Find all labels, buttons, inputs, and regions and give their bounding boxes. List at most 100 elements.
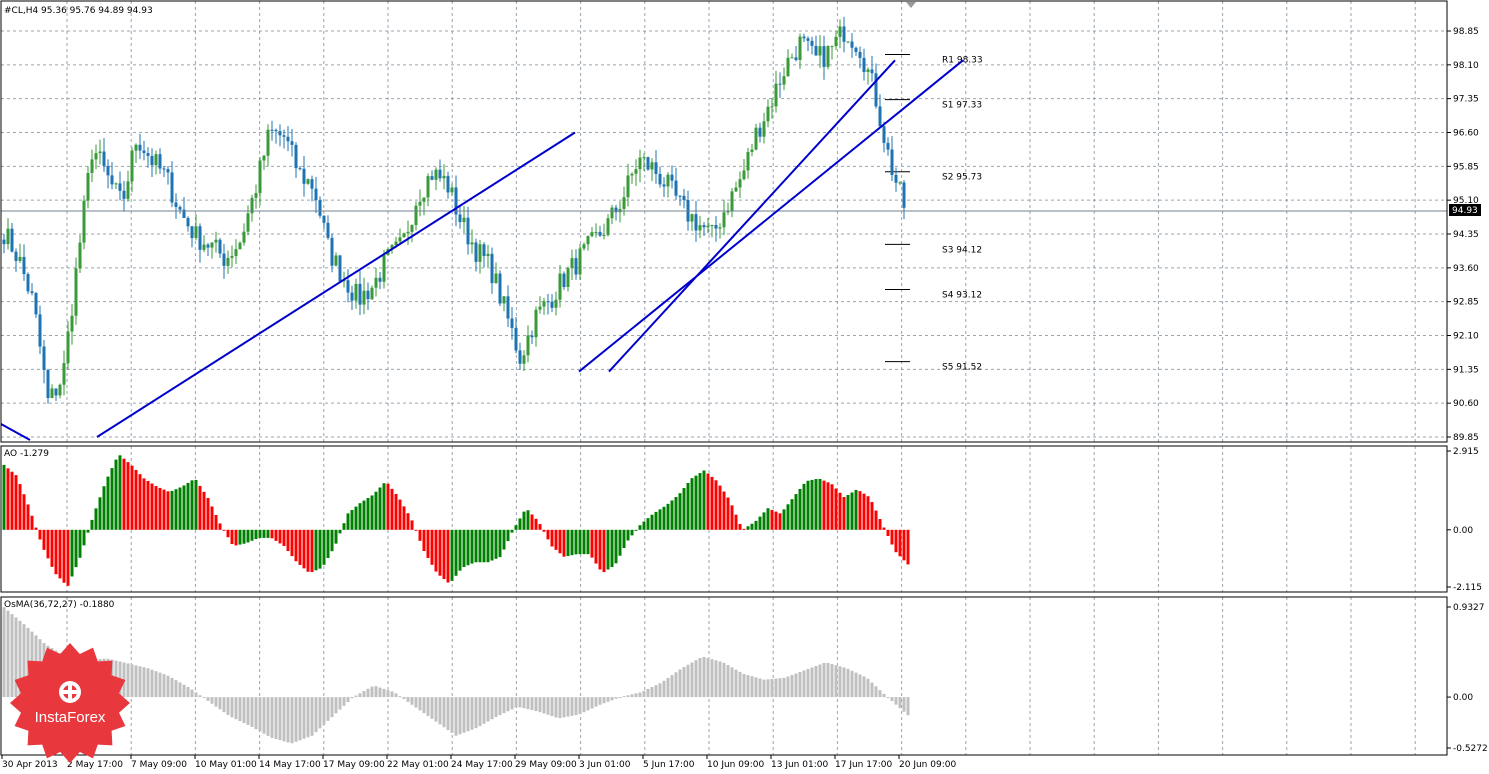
candle-body (290, 141, 294, 145)
ao-bar (386, 483, 390, 530)
candle-body (642, 157, 646, 159)
scroll-marker-icon[interactable] (906, 2, 916, 8)
osma-bar (378, 687, 382, 698)
candle-body (530, 335, 534, 338)
osma-bar (814, 666, 818, 698)
y-tick-label: 97.35 (1453, 95, 1479, 105)
candle-body (142, 150, 146, 154)
time-axis: 30 Apr 2013 2 May 17:00 7 May 09:00 10 May … (1, 755, 956, 770)
osma-bar (14, 617, 18, 698)
x-tick-label: 14 May 17:00 (259, 760, 321, 770)
candle-body (390, 245, 394, 249)
ao-bar (850, 492, 854, 530)
osma-bar (262, 697, 266, 734)
candle-body (398, 237, 402, 242)
candle-body (418, 201, 422, 206)
ao-bar (666, 503, 670, 530)
osma-bar (890, 697, 894, 702)
ao-bar (166, 491, 170, 530)
ao-bar (34, 527, 38, 530)
candle-body (126, 181, 130, 199)
ao-bar (434, 529, 438, 572)
candle-body (470, 242, 474, 245)
candle-body (130, 150, 134, 182)
candle-body (702, 225, 706, 228)
osma-bar (310, 697, 314, 736)
candle-body (246, 213, 250, 232)
osma-frame (0, 596, 1448, 756)
candle-body (466, 217, 470, 245)
ao-bar (50, 529, 54, 567)
osma-bar (422, 697, 426, 714)
ao-bar (30, 515, 34, 530)
candle-body (186, 217, 190, 227)
y-tick-label: 0.00 (1453, 526, 1473, 536)
ao-bar (442, 529, 446, 580)
osma-bar (654, 685, 658, 698)
x-tick-label: 24 May 17:00 (451, 760, 513, 770)
candle-body (86, 172, 90, 201)
price-axis: 98.85 98.10 97.35 96.60 95.85 95.10 94.35 93.60… (1447, 27, 1479, 443)
x-tick-label: 3 Jun 01:00 (579, 760, 631, 770)
ao-bar (830, 484, 834, 530)
candle-body (306, 179, 310, 184)
candle-body (334, 255, 338, 266)
osma-bar (546, 697, 550, 715)
candle-body (346, 280, 350, 293)
osma-bar (714, 660, 718, 698)
ao-bar (698, 473, 702, 530)
candle-body (854, 47, 858, 52)
candle-body (646, 157, 650, 170)
candle-body (490, 253, 494, 284)
osma-bar (650, 687, 654, 698)
osma-bar (170, 677, 174, 698)
ao-bar (786, 504, 790, 530)
candle-body (366, 290, 370, 300)
osma-bar (146, 668, 150, 698)
candle-body (502, 296, 506, 304)
y-tick-label: 94.35 (1453, 230, 1479, 240)
candle-body (738, 179, 742, 188)
candle-body (138, 144, 142, 151)
ao-bar (602, 529, 606, 573)
x-tick-label: 13 Jun 01:00 (771, 760, 828, 770)
candle-body (742, 170, 746, 180)
candle-body (714, 225, 718, 229)
osma-bar (290, 697, 294, 744)
osma-bar (746, 675, 750, 698)
x-tick-label: 7 May 09:00 (131, 760, 187, 770)
candle-body (146, 153, 150, 156)
x-tick-label: 22 May 01:00 (387, 760, 449, 770)
candle-body (802, 36, 806, 39)
ao-bar (10, 471, 14, 530)
osma-bar (346, 697, 350, 703)
pivot-level-label: S4 93.12 (942, 290, 982, 300)
candle-body (110, 175, 114, 185)
ao-bar (110, 468, 114, 530)
osma-bar (302, 697, 306, 739)
ao-bar (690, 478, 694, 530)
osma-bar (18, 620, 22, 698)
ao-bar (530, 514, 534, 530)
candle-body (874, 73, 878, 107)
candle-body (482, 244, 486, 257)
candle-body (82, 200, 86, 243)
ao-bar (250, 529, 254, 541)
osma-bar (846, 668, 850, 698)
ao-bar (342, 523, 346, 530)
osma-bar (542, 697, 546, 714)
osma-bar (606, 697, 610, 702)
osma-bar (730, 667, 734, 698)
ao-bar (498, 529, 502, 558)
ao-bar (770, 509, 774, 530)
ao-bar (6, 468, 10, 530)
osma-bar (630, 694, 634, 698)
ao-bar (678, 493, 682, 530)
osma-bar (558, 697, 562, 719)
osma-bar (514, 697, 518, 708)
osma-bar (394, 693, 398, 698)
candle-body (654, 162, 658, 174)
ao-bar (834, 488, 838, 530)
candle-body (266, 129, 270, 156)
